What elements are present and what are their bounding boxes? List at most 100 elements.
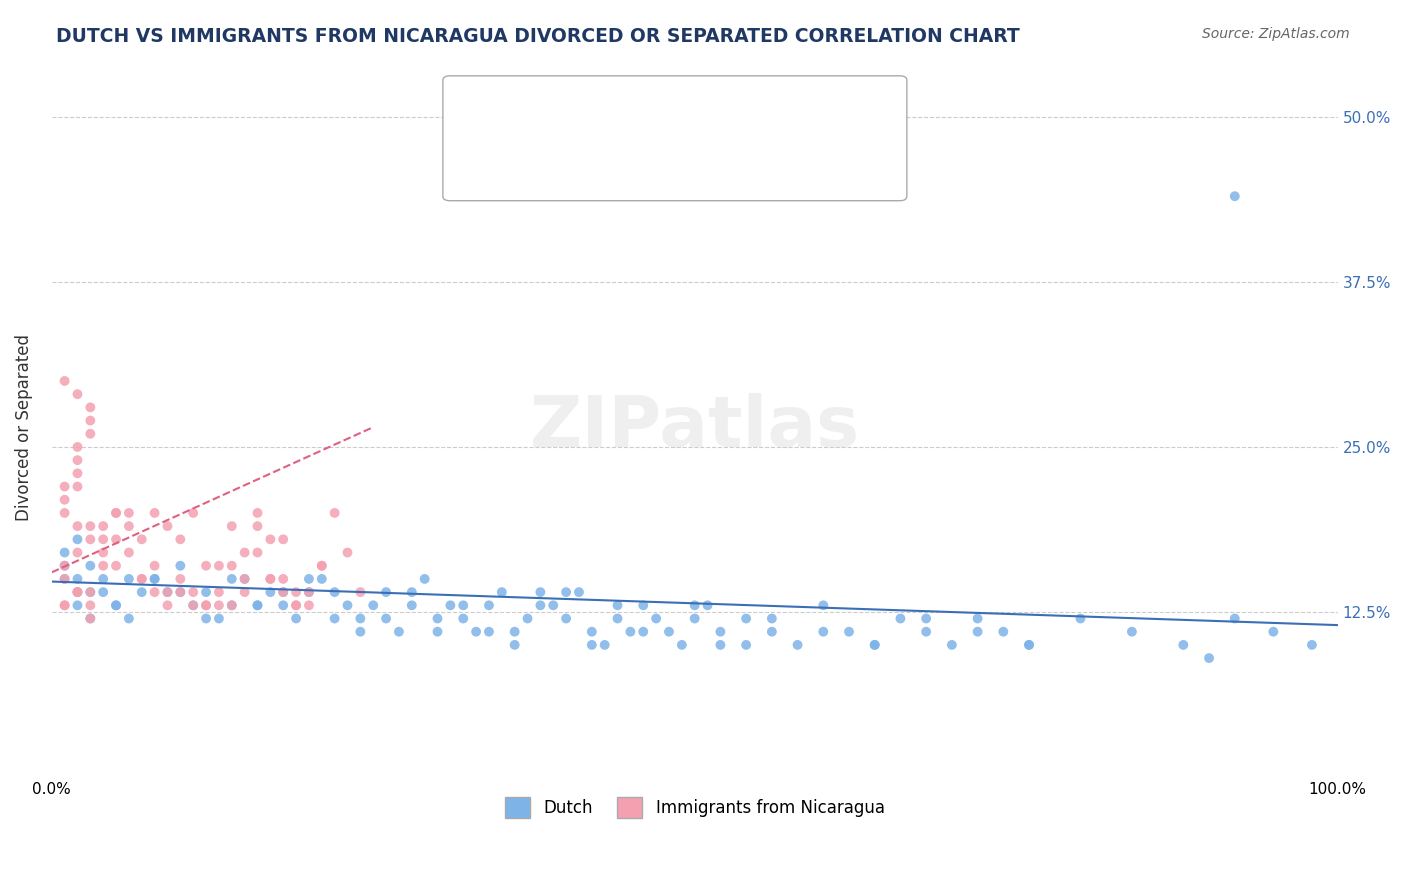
Point	[541, 599, 564, 613]
Point	[259, 572, 281, 586]
Point	[1263, 624, 1285, 639]
Point	[79, 401, 101, 415]
Point	[195, 585, 218, 599]
Point	[323, 611, 346, 625]
Point	[568, 585, 591, 599]
Point	[413, 572, 436, 586]
Point	[53, 545, 76, 559]
Point	[53, 492, 76, 507]
Point	[66, 533, 89, 547]
Point	[915, 624, 938, 639]
Point	[169, 585, 191, 599]
Point	[478, 599, 501, 613]
Point	[79, 585, 101, 599]
Point	[79, 558, 101, 573]
Point	[349, 624, 371, 639]
Point	[581, 624, 603, 639]
Point	[349, 611, 371, 625]
Point	[1198, 651, 1220, 665]
Point	[323, 585, 346, 599]
Point	[131, 585, 153, 599]
Point	[79, 533, 101, 547]
Point	[181, 506, 204, 520]
Point	[195, 599, 218, 613]
Point	[451, 611, 474, 625]
Point	[169, 533, 191, 547]
Point	[671, 638, 693, 652]
Point	[105, 506, 128, 520]
Point	[786, 638, 808, 652]
Point	[285, 611, 308, 625]
Point	[813, 624, 835, 639]
Point	[271, 533, 294, 547]
Point	[66, 599, 89, 613]
Point	[941, 638, 963, 652]
Point	[53, 558, 76, 573]
Point	[683, 611, 706, 625]
Point	[1301, 638, 1323, 652]
Legend: Dutch, Immigrants from Nicaragua: Dutch, Immigrants from Nicaragua	[498, 791, 891, 824]
Point	[246, 599, 269, 613]
Point	[221, 519, 243, 533]
Point	[375, 585, 398, 599]
Point	[53, 506, 76, 520]
Point	[169, 558, 191, 573]
Point	[503, 638, 526, 652]
Point	[233, 545, 256, 559]
Point	[966, 611, 988, 625]
Point	[555, 585, 578, 599]
Point	[79, 426, 101, 441]
Point	[66, 440, 89, 454]
Point	[195, 611, 218, 625]
Point	[131, 533, 153, 547]
Point	[156, 519, 179, 533]
Point	[105, 558, 128, 573]
Point	[709, 624, 731, 639]
Point	[491, 585, 513, 599]
Point	[683, 599, 706, 613]
Point	[79, 599, 101, 613]
Point	[66, 479, 89, 493]
Point	[246, 545, 269, 559]
Point	[195, 558, 218, 573]
Point	[79, 519, 101, 533]
Point	[426, 624, 449, 639]
Point	[735, 611, 758, 625]
Point	[221, 599, 243, 613]
Point	[66, 545, 89, 559]
Point	[285, 585, 308, 599]
Point	[208, 585, 231, 599]
Point	[645, 611, 668, 625]
Point	[259, 585, 281, 599]
Point	[1018, 638, 1040, 652]
Point	[143, 506, 166, 520]
Point	[233, 585, 256, 599]
Point	[66, 467, 89, 481]
Point	[271, 585, 294, 599]
Point	[169, 585, 191, 599]
Point	[555, 611, 578, 625]
Point	[966, 624, 988, 639]
Point	[143, 585, 166, 599]
Point	[298, 572, 321, 586]
Point	[439, 599, 461, 613]
Point	[298, 599, 321, 613]
Point	[91, 519, 114, 533]
Point	[709, 638, 731, 652]
Point	[143, 572, 166, 586]
Point	[298, 585, 321, 599]
Point	[169, 572, 191, 586]
Point	[606, 599, 628, 613]
Point	[336, 599, 359, 613]
Point	[221, 572, 243, 586]
Point	[311, 558, 333, 573]
Point	[181, 599, 204, 613]
Point	[311, 572, 333, 586]
Point	[221, 599, 243, 613]
Point	[311, 558, 333, 573]
Point	[401, 599, 423, 613]
Point	[156, 585, 179, 599]
Point	[633, 624, 655, 639]
Point	[53, 572, 76, 586]
Point	[118, 611, 141, 625]
